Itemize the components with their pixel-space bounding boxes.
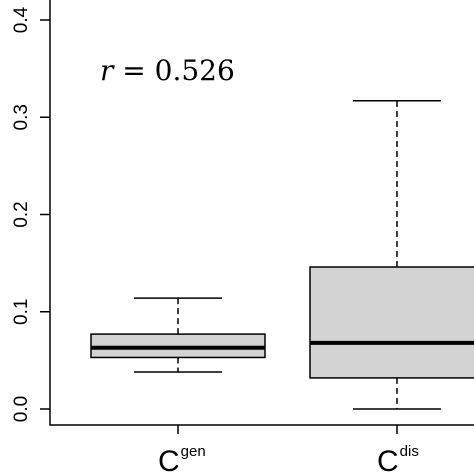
y-tick-label: 0.3 [11, 104, 32, 130]
annotation-value: = 0.526 [113, 54, 234, 87]
y-tick-label: 0.4 [11, 6, 32, 33]
category-superscript: dis [400, 443, 419, 460]
category-superscript: gen [181, 443, 206, 460]
boxes [90, 99, 474, 410]
category-main: C [377, 445, 399, 474]
category-main: C [158, 445, 180, 474]
y-tick-label: 0.2 [11, 201, 32, 227]
y-tick-label: 0.0 [11, 396, 32, 422]
y-tick-label: 0.1 [11, 299, 32, 325]
box-1 [90, 297, 266, 373]
y-axis: 0.0 0.1 0.2 0.3 0.4 [11, 6, 50, 422]
correlation-annotation: r = 0.526 [100, 54, 235, 87]
annotation-variable: r [100, 54, 115, 87]
x-tick-label: Cdis [377, 443, 419, 474]
iqr-box [309, 266, 474, 379]
x-tick-label: Cgen [158, 443, 206, 474]
x-axis: Cgen Cdis [158, 425, 419, 474]
box-2 [309, 99, 474, 410]
plot-frame [49, 0, 474, 426]
